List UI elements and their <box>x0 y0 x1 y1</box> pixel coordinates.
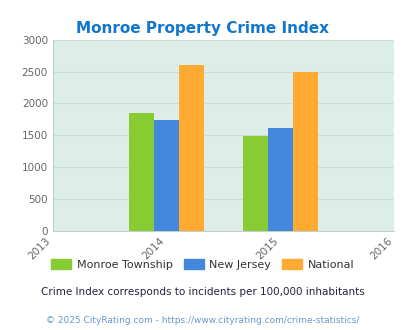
Bar <box>267 128 292 231</box>
Legend: Monroe Township, New Jersey, National: Monroe Township, New Jersey, National <box>47 255 358 274</box>
Bar <box>153 120 179 231</box>
Text: Monroe Property Crime Index: Monroe Property Crime Index <box>76 21 329 36</box>
Bar <box>179 65 203 231</box>
Bar <box>242 136 267 231</box>
Bar <box>129 113 153 231</box>
Bar <box>292 72 317 231</box>
Text: Crime Index corresponds to incidents per 100,000 inhabitants: Crime Index corresponds to incidents per… <box>41 287 364 297</box>
Text: © 2025 CityRating.com - https://www.cityrating.com/crime-statistics/: © 2025 CityRating.com - https://www.city… <box>46 315 359 325</box>
